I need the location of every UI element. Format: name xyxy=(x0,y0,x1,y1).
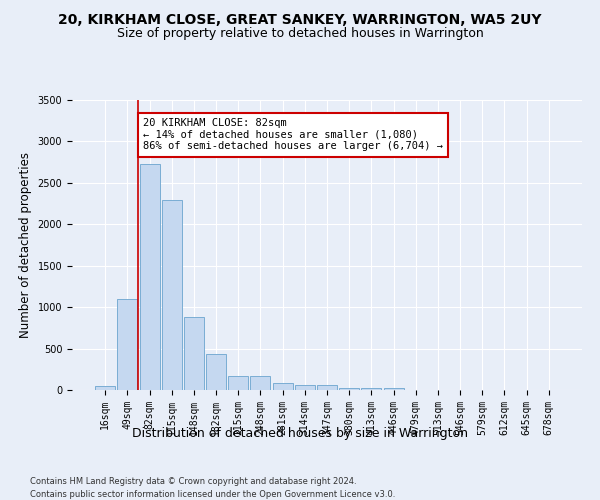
Bar xyxy=(95,386,115,390)
Text: Distribution of detached houses by size in Warrington: Distribution of detached houses by size … xyxy=(132,428,468,440)
Bar xyxy=(295,385,315,390)
Y-axis label: Number of detached properties: Number of detached properties xyxy=(19,152,32,338)
Bar xyxy=(118,299,137,390)
Text: Size of property relative to detached houses in Warrington: Size of property relative to detached ho… xyxy=(116,28,484,40)
Bar xyxy=(272,382,293,390)
Text: Contains public sector information licensed under the Open Government Licence v3: Contains public sector information licen… xyxy=(30,490,395,499)
Bar xyxy=(206,354,226,390)
Bar xyxy=(339,388,359,390)
Text: 20, KIRKHAM CLOSE, GREAT SANKEY, WARRINGTON, WA5 2UY: 20, KIRKHAM CLOSE, GREAT SANKEY, WARRING… xyxy=(58,12,542,26)
Bar xyxy=(383,388,404,390)
Bar xyxy=(184,317,204,390)
Text: 20 KIRKHAM CLOSE: 82sqm
← 14% of detached houses are smaller (1,080)
86% of semi: 20 KIRKHAM CLOSE: 82sqm ← 14% of detache… xyxy=(143,118,443,152)
Bar xyxy=(317,386,337,390)
Bar xyxy=(361,388,382,390)
Bar xyxy=(250,376,271,390)
Bar xyxy=(162,200,182,390)
Bar xyxy=(140,164,160,390)
Text: Contains HM Land Registry data © Crown copyright and database right 2024.: Contains HM Land Registry data © Crown c… xyxy=(30,478,356,486)
Bar xyxy=(228,376,248,390)
